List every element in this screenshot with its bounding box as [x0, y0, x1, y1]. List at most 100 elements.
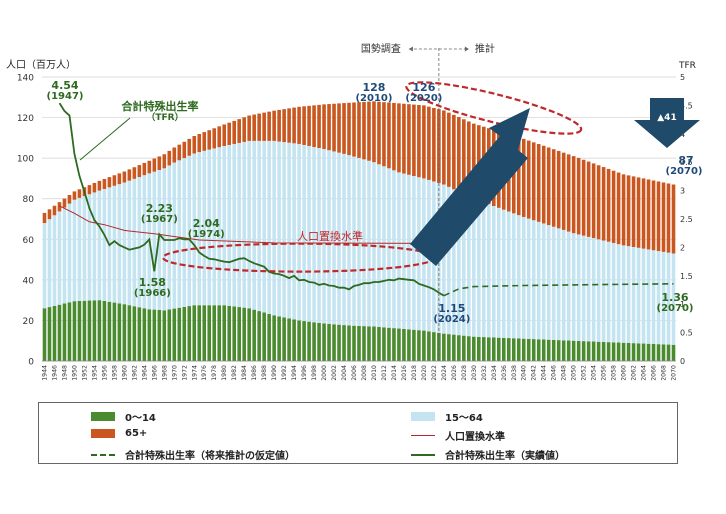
bar-65-plus: [556, 150, 561, 229]
x-tick-label: 2012: [381, 365, 388, 381]
bar-65-plus: [661, 182, 666, 252]
bar-0-14: [427, 331, 431, 361]
bar-65-plus: [422, 105, 426, 179]
bar-0-14: [132, 306, 137, 361]
bar-0-14: [616, 342, 621, 361]
bar-65-plus: [526, 140, 531, 219]
bar-65-plus: [571, 156, 576, 234]
bar-65-plus: [651, 180, 656, 251]
bar-15-64: [496, 207, 501, 338]
bar-65-plus: [227, 122, 232, 145]
x-tick-label: 1988: [261, 365, 268, 381]
bar-0-14: [362, 326, 366, 361]
bar-15-64: [601, 240, 606, 342]
bar-15-64: [511, 213, 516, 339]
x-tick-label: 1960: [121, 365, 128, 381]
legend-swatch-15-64: [411, 412, 435, 421]
bar-65-plus: [412, 104, 416, 176]
bar-0-14: [207, 305, 212, 361]
up-arrow-shape: [410, 108, 530, 266]
x-tick-label: 1984: [241, 365, 248, 381]
label-pop-2070-year: (2070): [666, 166, 703, 177]
legend: 0〜14 15〜64 65+ 人口置換水準 合計特殊出生率（将来推計の仮定値） …: [38, 402, 678, 464]
bar-0-14: [302, 321, 306, 361]
bar-15-64: [581, 235, 586, 342]
x-tick-label: 2014: [391, 365, 398, 381]
x-tick-label: 2058: [611, 365, 618, 381]
bar-65-plus: [172, 147, 177, 163]
bar-65-plus: [92, 182, 97, 193]
legend-label-tfr-actual: 合計特殊出生率（実績値）: [445, 451, 565, 462]
bar-0-14: [546, 339, 551, 361]
bar-65-plus: [327, 104, 331, 151]
bar-65-plus: [322, 104, 326, 150]
down-arrow-shape: [634, 98, 700, 148]
bar-15-64: [586, 236, 591, 342]
x-tick-label: 2070: [671, 365, 678, 381]
bar-15-64: [67, 203, 72, 303]
x-tick-label: 1966: [151, 365, 158, 381]
bar-15-64: [357, 157, 361, 326]
bar-65-plus: [551, 149, 556, 227]
bar-0-14: [237, 307, 241, 361]
bar-65-plus: [531, 142, 536, 221]
bar-65-plus: [442, 110, 446, 185]
bar-65-plus: [387, 102, 391, 169]
bar-15-64: [307, 145, 311, 322]
bar-15-64: [651, 250, 656, 344]
bar-0-14: [506, 338, 511, 361]
bar-0-14: [656, 344, 661, 361]
bar-65-plus: [407, 104, 411, 175]
x-tick-label: 2046: [551, 365, 558, 381]
bar-65-plus: [402, 103, 406, 174]
bar-0-14: [202, 305, 207, 361]
bar-15-64: [232, 143, 236, 307]
bar-15-64: [407, 174, 411, 330]
x-tick-label: 1986: [251, 365, 258, 381]
y-right-tick-label: 0: [680, 357, 685, 366]
bar-0-14: [407, 329, 411, 361]
bar-15-64: [392, 170, 396, 329]
bar-0-14: [641, 343, 646, 361]
bar-15-64: [312, 146, 316, 323]
bar-0-14: [322, 323, 326, 361]
bar-15-64: [302, 144, 306, 322]
bar-0-14: [591, 341, 596, 361]
bar-65-plus: [42, 212, 47, 224]
legend-label-tfr-assumed: 合計特殊出生率（将来推計の仮定値）: [125, 451, 295, 462]
bar-0-14: [671, 344, 676, 361]
x-tick-label: 2050: [571, 365, 578, 381]
bar-65-plus: [272, 110, 276, 141]
bar-65-plus: [536, 144, 541, 222]
bar-65-plus: [611, 170, 616, 243]
bar-0-14: [292, 319, 296, 361]
bar-15-64: [656, 251, 661, 345]
bar-0-14: [252, 309, 256, 361]
bar-15-64: [207, 149, 212, 306]
legend-swatch-replacement: [411, 435, 435, 436]
x-tick-label: 2032: [481, 365, 488, 381]
legend-item-0-14: 0〜14: [91, 409, 156, 424]
x-tick-label: 1972: [181, 365, 188, 381]
bar-65-plus: [167, 150, 172, 166]
bar-65-plus: [472, 123, 476, 199]
x-tick-label: 1970: [171, 365, 178, 381]
bar-0-14: [442, 333, 446, 361]
bar-0-14: [621, 342, 626, 361]
bar-65-plus: [182, 141, 187, 159]
bar-15-64: [287, 142, 291, 319]
bar-0-14: [92, 300, 97, 361]
label-tfr-1947-year: (1947): [47, 91, 84, 102]
bar-65-plus: [202, 132, 207, 151]
x-tick-label: 2028: [461, 365, 468, 381]
bar-0-14: [187, 306, 192, 361]
bar-0-14: [631, 343, 636, 361]
bar-65-plus: [52, 205, 57, 216]
bar-0-14: [541, 339, 546, 361]
bar-15-64: [57, 211, 62, 305]
bar-15-64: [72, 199, 77, 302]
bar-65-plus: [447, 112, 451, 187]
bar-15-64: [477, 200, 481, 337]
bar-65-plus: [287, 108, 291, 143]
bar-0-14: [172, 308, 177, 361]
